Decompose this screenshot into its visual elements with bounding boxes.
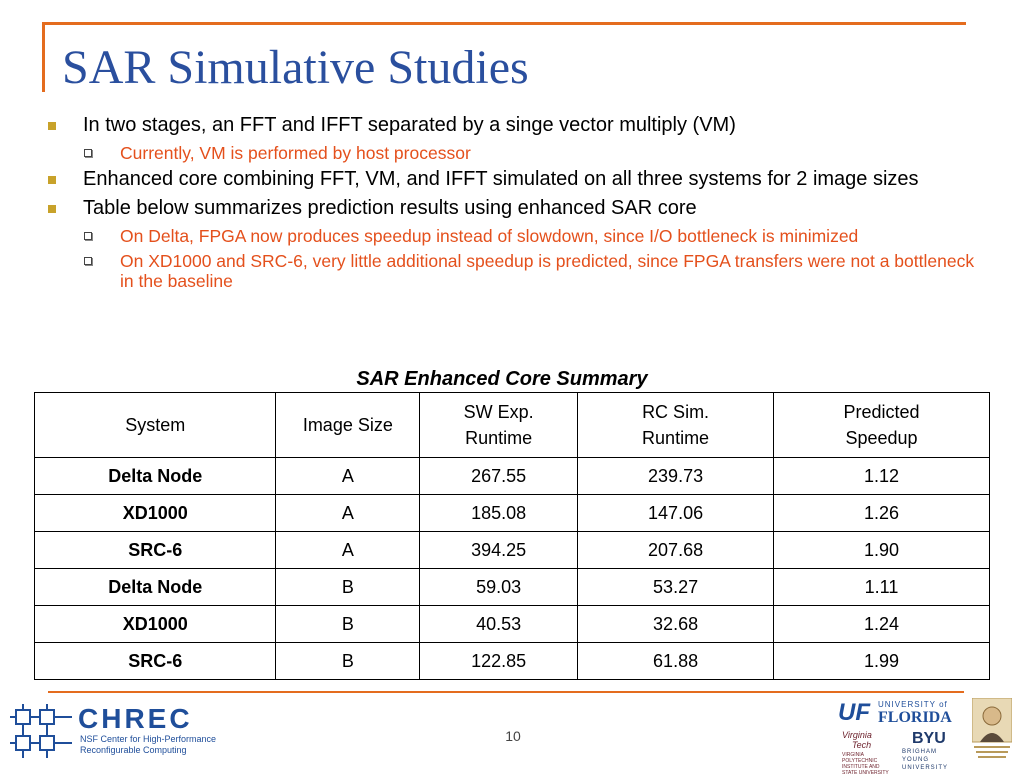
cell-system: SRC-6	[33, 531, 277, 569]
cell-rc-runtime: 61.88	[577, 642, 775, 680]
sub-bullet-item: Currently, VM is performed by host proce…	[46, 143, 986, 163]
cell-sw-runtime: 267.55	[419, 457, 579, 495]
uf-logo: UF UNIVERSITY of FLORIDA	[838, 699, 966, 727]
table-row: Delta Node B 59.03 53.27 1.11	[33, 568, 990, 606]
chrec-subtitle-line: Reconfigurable Computing	[80, 745, 187, 755]
cell-system: XD1000	[33, 605, 277, 643]
vt-name: Virginia Tech	[842, 730, 872, 750]
bullet-item: Table below summarizes prediction result…	[46, 197, 986, 220]
cell-system: Delta Node	[33, 568, 277, 606]
header-sw-runtime: SW Exp. Runtime	[419, 392, 579, 458]
gwu-portrait-icon	[971, 697, 1013, 758]
cell-image-size: B	[275, 568, 421, 606]
table-header-row: System Image Size SW Exp. Runtime RC Sim…	[33, 392, 990, 458]
table-row: SRC-6 B 122.85 61.88 1.99	[33, 642, 990, 680]
cell-speedup: 1.99	[773, 642, 990, 680]
footer-rule	[48, 691, 964, 693]
chrec-circuit-icon	[10, 704, 72, 758]
bullet-text: Table below summarizes prediction result…	[83, 197, 697, 219]
cell-sw-runtime: 59.03	[419, 568, 579, 606]
title-frame-top	[42, 22, 966, 25]
square-bullet-icon	[48, 122, 56, 130]
cell-speedup: 1.12	[773, 457, 990, 495]
chrec-subtitle: NSF Center for High-Performance Reconfig…	[80, 734, 216, 756]
vt-name-line: Virginia	[842, 730, 872, 740]
header-image-size: Image Size	[275, 392, 421, 458]
sub-bullet-item: On Delta, FPGA now produces speedup inst…	[46, 226, 986, 246]
cell-sw-runtime: 122.85	[419, 642, 579, 680]
cell-speedup: 1.24	[773, 605, 990, 643]
uf-mark: UF	[838, 699, 870, 726]
hollow-square-bullet-icon	[84, 149, 92, 157]
cell-system: XD1000	[33, 494, 277, 532]
cell-sw-runtime: 185.08	[419, 494, 579, 532]
cell-sw-runtime: 394.25	[419, 531, 579, 569]
bullet-item: In two stages, an FFT and IFFT separated…	[46, 114, 986, 137]
cell-image-size: A	[275, 494, 421, 532]
header-system: System	[33, 392, 277, 458]
square-bullet-icon	[48, 176, 56, 184]
hollow-square-bullet-icon	[84, 257, 92, 265]
cell-image-size: A	[275, 457, 421, 495]
cell-image-size: B	[275, 605, 421, 643]
gwu-logo	[971, 697, 1013, 764]
uf-florida-text: FLORIDA	[878, 709, 952, 726]
chrec-wordmark: CHREC	[78, 703, 193, 734]
cell-system: SRC-6	[33, 642, 277, 680]
chrec-subtitle-line: NSF Center for High-Performance	[80, 734, 217, 744]
cell-speedup: 1.11	[773, 568, 990, 606]
cell-speedup: 1.90	[773, 531, 990, 569]
summary-table: System Image Size SW Exp. Runtime RC Sim…	[33, 392, 990, 680]
cell-rc-runtime: 207.68	[577, 531, 775, 569]
uf-university-text: UNIVERSITY of	[878, 700, 948, 709]
sub-bullet-text: On Delta, FPGA now produces speedup inst…	[120, 226, 859, 246]
square-bullet-icon	[48, 205, 56, 213]
slide-title: SAR Simulative Studies	[62, 41, 529, 94]
cell-image-size: B	[275, 642, 421, 680]
byu-mark: BYU	[912, 730, 946, 747]
bullet-text: Enhanced core combining FFT, VM, and IFF…	[83, 168, 919, 190]
page-number: 10	[505, 728, 521, 744]
table-caption: SAR Enhanced Core Summary	[356, 368, 648, 390]
table-row: XD1000 A 185.08 147.06 1.26	[33, 494, 990, 532]
cell-sw-runtime: 40.53	[419, 605, 579, 643]
cell-rc-runtime: 32.68	[577, 605, 775, 643]
byu-name: BRIGHAM YOUNG UNIVERSITY	[902, 749, 949, 771]
cell-rc-runtime: 147.06	[577, 494, 775, 532]
cell-speedup: 1.26	[773, 494, 990, 532]
cell-rc-runtime: 239.73	[577, 457, 775, 495]
header-speedup: Predicted Speedup	[773, 392, 990, 458]
table-row: XD1000 B 40.53 32.68 1.24	[33, 605, 990, 643]
vt-name-line: Tech	[852, 740, 872, 750]
sub-bullet-text: On XD1000 and SRC-6, very little additio…	[120, 251, 975, 291]
bullet-item: Enhanced core combining FFT, VM, and IFF…	[46, 168, 986, 191]
sub-bullet-text: Currently, VM is performed by host proce…	[120, 143, 471, 163]
table-row: SRC-6 A 394.25 207.68 1.90	[33, 531, 990, 569]
table-row: Delta Node A 267.55 239.73 1.12	[33, 457, 990, 495]
sub-bullet-item: On XD1000 and SRC-6, very little additio…	[46, 251, 986, 291]
cell-image-size: A	[275, 531, 421, 569]
header-rc-runtime: RC Sim. Runtime	[577, 392, 775, 458]
chrec-logo: CHREC NSF Center for High-Performance Re…	[10, 704, 220, 758]
cell-rc-runtime: 53.27	[577, 568, 775, 606]
bullet-list: In two stages, an FFT and IFFT separated…	[46, 114, 986, 296]
bullet-text: In two stages, an FFT and IFFT separated…	[83, 114, 736, 136]
hollow-square-bullet-icon	[84, 232, 92, 240]
title-frame-left	[42, 22, 45, 92]
cell-system: Delta Node	[33, 457, 277, 495]
byu-logo: BYU BRIGHAM YOUNG UNIVERSITY	[902, 730, 966, 771]
virginia-tech-logo: Virginia Tech VIRGINIA POLYTECHNIC INSTI…	[842, 730, 894, 776]
vt-subtitle: VIRGINIA POLYTECHNIC INSTITUTE AND STATE…	[842, 752, 889, 776]
